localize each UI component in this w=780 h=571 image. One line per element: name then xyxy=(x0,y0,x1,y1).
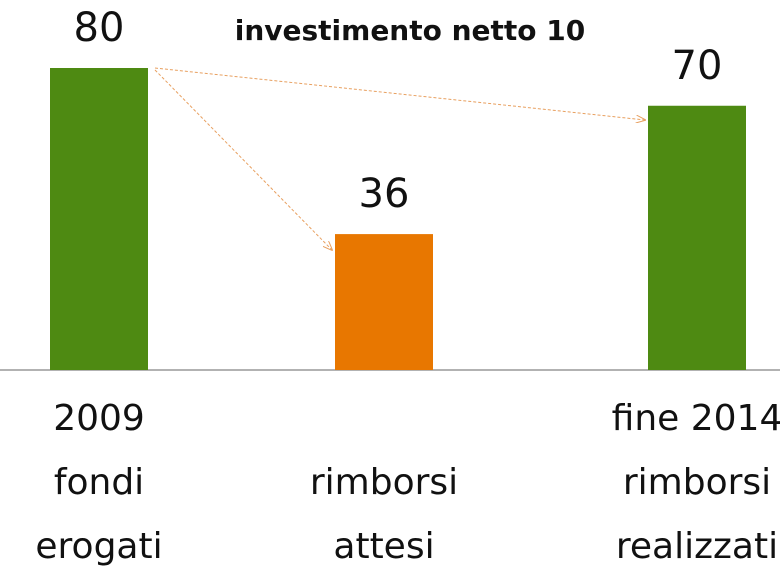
x-tick-label: rimborsi xyxy=(623,462,771,503)
arrow xyxy=(154,67,645,120)
value-label: 80 xyxy=(74,5,125,51)
x-tick-label: fondi xyxy=(54,462,144,503)
bar xyxy=(335,234,433,370)
arrow xyxy=(154,69,332,250)
bar xyxy=(648,105,746,370)
x-tick-label: rimborsi xyxy=(310,462,458,503)
bar xyxy=(50,68,148,370)
value-label: 70 xyxy=(672,43,723,89)
annotation: investimento netto 10 xyxy=(235,14,586,47)
x-tick-label: 2009 xyxy=(53,398,145,439)
x-tick-label: erogati xyxy=(35,526,162,567)
x-tick-label: realizzati xyxy=(616,526,778,567)
x-tick-label: attesi xyxy=(333,526,434,567)
value-label: 36 xyxy=(359,171,410,217)
x-tick-label: fine 2014 xyxy=(612,398,780,439)
